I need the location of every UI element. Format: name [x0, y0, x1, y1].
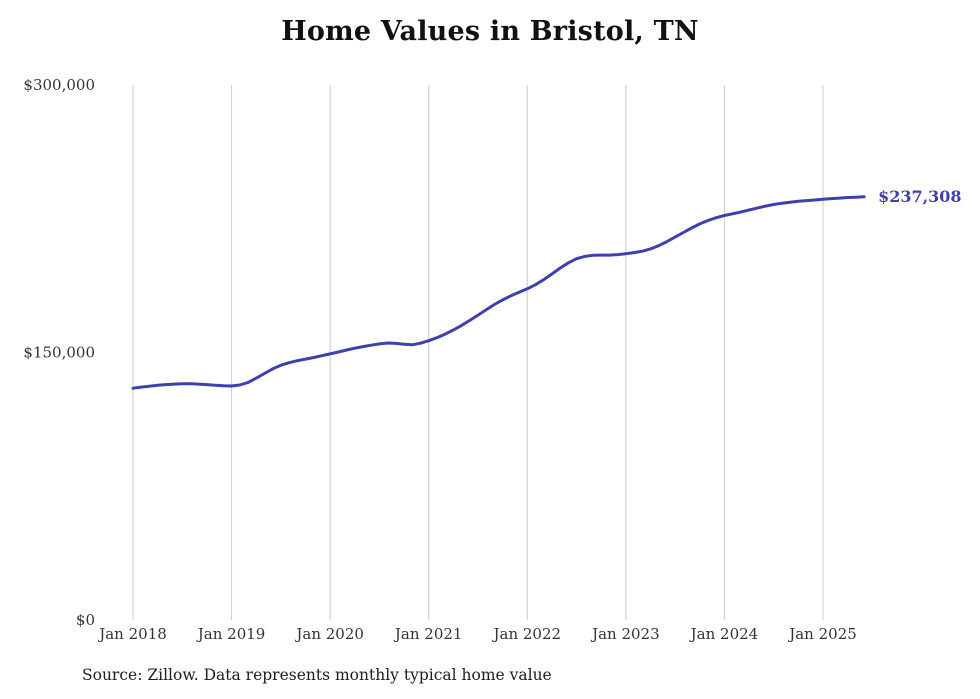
home-value-trend-line [131, 195, 866, 390]
x-axis-tick-label: Jan 2021 [393, 625, 463, 643]
x-axis-tick-label: Jan 2023 [590, 625, 660, 643]
x-axis-tick-label: Jan 2019 [196, 625, 266, 643]
x-axis-tick-label: Jan 2024 [689, 625, 759, 643]
x-axis-tick-label: Jan 2020 [294, 625, 364, 643]
end-value-label: $237,308 [878, 187, 962, 206]
y-axis-tick-label: $300,000 [23, 76, 95, 94]
chart-title: Home Values in Bristol, TN [281, 16, 699, 47]
y-axis-tick-label: $150,000 [23, 344, 95, 362]
x-axis-tick-label: Jan 2022 [492, 625, 562, 643]
x-axis-tick-label: Jan 2025 [787, 625, 857, 643]
source-note: Source: Zillow. Data represents monthly … [82, 666, 552, 684]
x-axis-tick-label: Jan 2018 [97, 625, 167, 643]
y-axis-tick-label: $0 [76, 611, 95, 629]
